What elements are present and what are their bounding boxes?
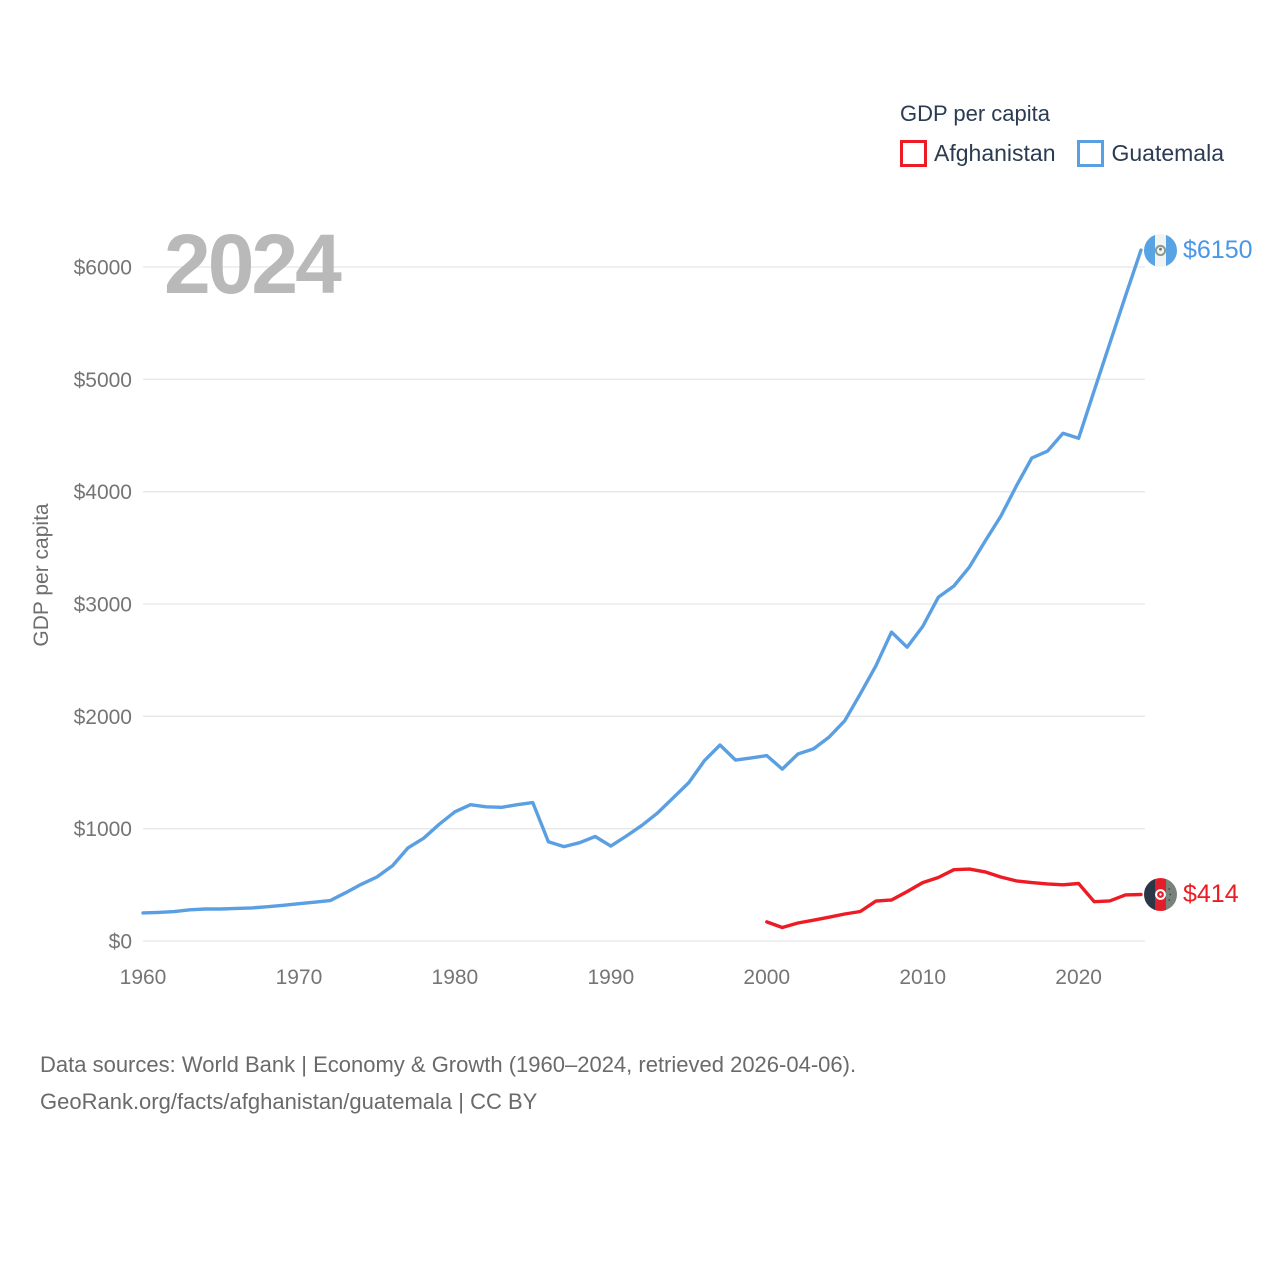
afghanistan-end-value: $414	[1183, 879, 1239, 908]
x-tick-label: 2000	[743, 966, 790, 989]
x-tick-label: 1960	[120, 966, 167, 989]
guatemala-flag-icon	[1144, 233, 1177, 267]
guatemala-line[interactable]	[141, 248, 1143, 915]
afghanistan-line[interactable]	[765, 867, 1143, 930]
footer-sources-line: Data sources: World Bank | Economy & Gro…	[40, 1052, 857, 1077]
afghanistan-flag-icon	[1144, 877, 1177, 911]
afghanistan-end-label: $414	[1144, 877, 1239, 911]
legend-item-guatemala[interactable]: Guatemala	[1077, 140, 1224, 167]
y-tick-label: $0	[109, 931, 132, 954]
guatemala-end-label: $6150	[1144, 233, 1253, 267]
x-tick-label: 2020	[1055, 966, 1102, 989]
y-tick-label: $1000	[74, 818, 132, 841]
legend-label-afghanistan: Afghanistan	[934, 140, 1056, 166]
x-tick-label: 1980	[432, 966, 479, 989]
legend-label-guatemala: Guatemala	[1111, 140, 1224, 166]
y-tick-label: $5000	[74, 369, 132, 392]
legend-item-afghanistan[interactable]: Afghanistan	[900, 140, 1055, 167]
y-tick-label: $2000	[74, 706, 132, 729]
footer-attribution-line: GeoRank.org/facts/afghanistan/guatemala …	[40, 1089, 538, 1114]
legend-items: Afghanistan Guatemala	[900, 140, 1224, 167]
x-tick-label: 1970	[276, 966, 323, 989]
legend: GDP per capita Afghanistan Guatemala	[900, 101, 1224, 167]
y-tick-label: $4000	[74, 481, 132, 504]
guatemala-end-value: $6150	[1183, 235, 1253, 264]
data-sources-footer: Data sources: World Bank | Economy & Gro…	[40, 1046, 856, 1120]
y-axis-title: GDP per capita	[30, 503, 53, 647]
legend-title: GDP per capita	[900, 101, 1051, 126]
x-tick-label: 2010	[899, 966, 946, 989]
x-tick-label: 1990	[587, 966, 634, 989]
afghanistan-swatch-icon[interactable]	[900, 140, 927, 167]
y-tick-label: $6000	[74, 257, 132, 280]
y-tick-label: $3000	[74, 594, 132, 617]
year-watermark: 2024	[164, 217, 342, 311]
guatemala-swatch-icon[interactable]	[1077, 140, 1105, 167]
